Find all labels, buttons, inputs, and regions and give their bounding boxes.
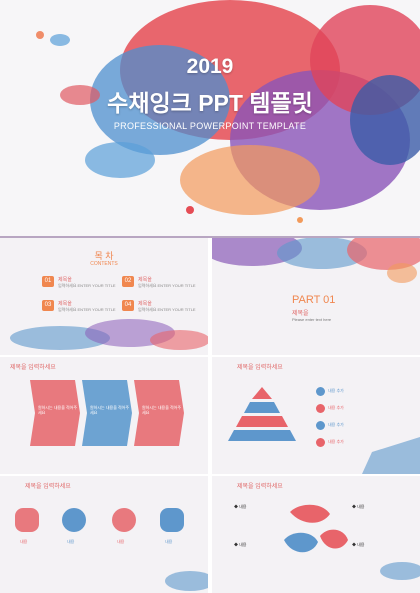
toc-item-sub: 입력하세요 ENTER YOUR TITLE xyxy=(58,307,116,312)
part-title: 제목을 xyxy=(292,311,309,317)
toc-slide: 목 차 CONTENTS 01 제목을 입력하세요 ENTER YOUR TIT… xyxy=(0,238,208,355)
slide-title: 제목을 입력하세요 xyxy=(10,365,56,371)
money-bag-icon xyxy=(62,508,86,532)
toc-item-sub: 입력하세요 ENTER YOUR TITLE xyxy=(138,307,196,312)
part-label: PART 01 xyxy=(292,294,336,306)
hero-title: 수채잉크 PPT 템플릿 xyxy=(107,90,313,116)
icon-label: 내용 xyxy=(20,539,28,544)
content-label: ◆ 내용 xyxy=(352,504,365,509)
toc-item-sub: 입력하세요 ENTER YOUR TITLE xyxy=(58,283,116,288)
toc-subheading: CONTENTS xyxy=(90,261,118,267)
toc-item-title: 제목을 xyxy=(138,301,152,307)
slide-title: 제목을 입력하세요 xyxy=(237,484,283,490)
list-item-label: 내용 추가 xyxy=(328,405,344,410)
content-label: ◆ 내용 xyxy=(234,542,247,547)
arrow-text-3: 원하시는 내용을 적어주세요 xyxy=(142,405,182,415)
toc-splash-art xyxy=(10,319,208,350)
list-item-label: 내용 추가 xyxy=(328,388,344,393)
divider xyxy=(0,236,420,238)
toc-item-title: 제목을 xyxy=(58,301,72,307)
content-label: ◆ 내용 xyxy=(352,542,365,547)
toc-item-sub: 입력하세요 ENTER YOUR TITLE xyxy=(138,283,196,288)
toc-number-01: 01 xyxy=(42,276,54,287)
arrow-text-1: 원하시는 내용을 적어주세요 xyxy=(38,405,78,415)
list-icon xyxy=(316,404,325,413)
toc-number-03: 03 xyxy=(42,300,54,311)
slide-title: 제목을 입력하세요 xyxy=(25,484,71,490)
icons-splash-art xyxy=(165,571,208,591)
arrow-shapes xyxy=(30,380,184,446)
droplet-shapes xyxy=(284,504,420,580)
content-slide: 제목을 입력하세요 ◆ 내용 ◆ 내용 ◆ 내용 ◆ 내용 xyxy=(212,476,420,593)
hero-slide: 2019 수채잉크 PPT 템플릿 PROFESSIONAL POWERPOIN… xyxy=(0,0,420,236)
icon-label: 내용 xyxy=(67,539,75,544)
list-item-label: 내용 추가 xyxy=(328,422,344,427)
growth-chart-icon xyxy=(112,508,136,532)
list-icon xyxy=(316,387,325,396)
part-desc: Please enter text here xyxy=(292,317,332,322)
toc-item-title: 제목을 xyxy=(138,277,152,283)
toc-item-title: 제목을 xyxy=(58,277,72,283)
hero-subtitle: PROFESSIONAL POWERPOINT TEMPLATE xyxy=(113,121,307,131)
watercolor-splash-art xyxy=(36,0,420,223)
toc-number-02: 02 xyxy=(122,276,134,287)
icon-label: 내용 xyxy=(165,539,173,544)
toc-number-04: 04 xyxy=(122,300,134,311)
slide-title: 제목을 입력하세요 xyxy=(237,365,283,371)
list-item-label: 내용 추가 xyxy=(328,439,344,444)
pyramid-chart xyxy=(228,387,420,474)
arrow-text-2: 원하시는 내용을 적어주세요 xyxy=(90,405,130,415)
list-icon xyxy=(316,438,325,447)
hero-year: 2019 xyxy=(186,55,234,78)
icons-slide: 제목을 입력하세요 내용 내용 내용 내용 xyxy=(0,476,208,593)
chat-icon xyxy=(15,508,39,532)
arrows-slide: 제목을 입력하세요 원하시는 내용을 적어주세요 원하시는 내용을 적어주세요 … xyxy=(0,357,208,474)
thumbs-up-icon xyxy=(160,508,184,532)
toc-heading: 목 차 xyxy=(94,251,114,261)
content-label: ◆ 내용 xyxy=(234,504,247,509)
part-slide: PART 01 제목을 Please enter text here xyxy=(212,238,420,355)
part-splash-art xyxy=(212,238,420,283)
pyramid-slide: 제목을 입력하세요 내용 추가 내용 추가 내용 추가 내용 추가 xyxy=(212,357,420,474)
list-icon xyxy=(316,421,325,430)
icon-label: 내용 xyxy=(117,539,125,544)
